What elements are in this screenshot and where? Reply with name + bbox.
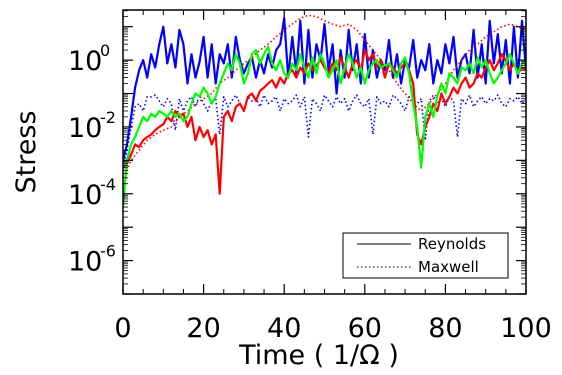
y-tick-label-base: 10 [68,247,102,278]
series-line-2 [123,49,526,195]
y-tick-label-exponent: -4 [100,175,116,194]
series-line-4 [123,45,526,208]
x-axis-label: Time ( 1/Ω ) [238,340,399,371]
x-tick-label: 20 [186,313,220,344]
y-tick-label-base: 10 [68,180,102,211]
y-tick-label-exponent: 0 [100,41,110,60]
y-tick-label-base: 10 [68,113,102,144]
x-tick-label: 100 [500,313,552,344]
legend: Reynolds Maxwell [342,232,509,279]
x-tick-label: 0 [114,313,131,344]
y-axis-label: Stress [11,111,42,194]
x-tick-label: 80 [428,313,462,344]
x-tick-label: 40 [267,313,301,344]
x-tick-label: 60 [348,313,382,344]
legend-label-reynolds: Reynolds [418,235,486,253]
y-tick-label-exponent: -6 [100,242,116,261]
series-layer [123,14,526,208]
series-line-3 [123,14,526,179]
y-tick-label-base: 10 [68,46,102,77]
legend-label-maxwell: Maxwell [418,258,479,276]
series-line-1 [123,94,526,171]
series-line-0 [123,17,526,161]
legend-box [342,232,509,279]
y-tick-label-exponent: -2 [100,108,116,127]
